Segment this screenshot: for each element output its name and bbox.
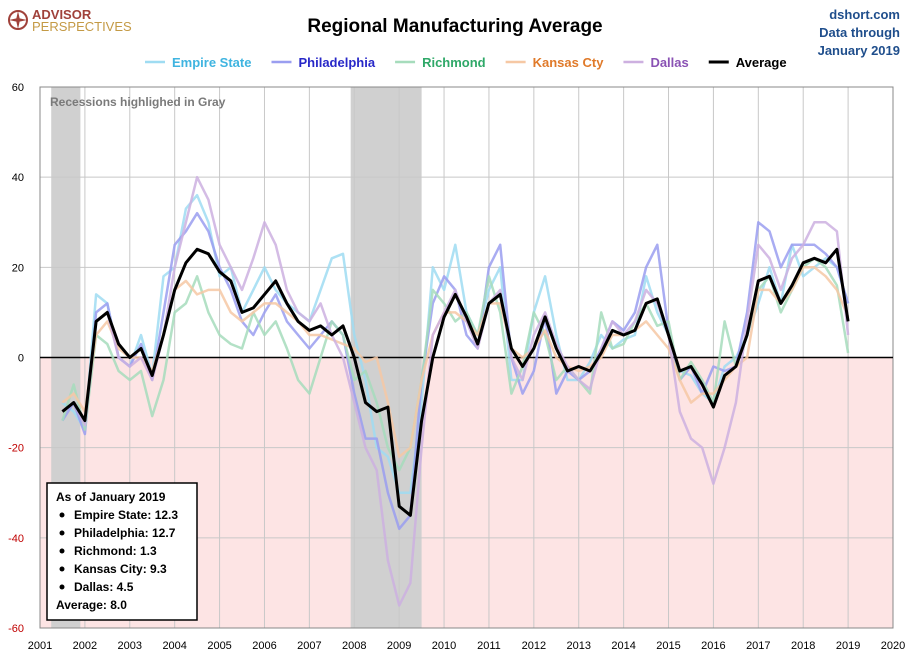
x-tick-label: 2006 — [252, 640, 276, 652]
y-tick-label: -20 — [8, 443, 24, 455]
bullet — [59, 512, 65, 518]
recession-note: Recessions highlighed in Gray — [50, 95, 226, 109]
x-tick-label: 2016 — [701, 640, 725, 652]
x-tick-label: 2003 — [118, 640, 142, 652]
source: Data through — [819, 25, 900, 40]
brand-line2: PERSPECTIVES — [32, 19, 132, 34]
x-tick-label: 2019 — [836, 640, 860, 652]
x-tick-label: 2001 — [28, 640, 52, 652]
bullet — [59, 548, 65, 554]
legend-label: Kansas Cty — [533, 55, 605, 70]
series-line — [61, 175, 850, 607]
summary-box: As of January 2019 Empire State: 12.3 Phil… — [46, 482, 198, 621]
series-line — [61, 247, 850, 517]
logo-star — [9, 11, 27, 29]
series-line — [61, 257, 850, 472]
legend-label: Average — [736, 55, 787, 70]
x-tick-label: 2009 — [387, 640, 411, 652]
y-tick-label: 60 — [12, 82, 24, 94]
x-tick-label: 2002 — [73, 640, 97, 652]
bullet — [59, 584, 65, 590]
y-tick-label: 40 — [12, 172, 24, 184]
x-tick-label: 2011 — [477, 640, 501, 652]
legend-label: Richmond — [422, 55, 486, 70]
legend-label: Empire State — [172, 55, 251, 70]
chart-title: Regional Manufacturing Average — [307, 16, 602, 37]
x-tick-label: 2005 — [207, 640, 231, 652]
x-tick-label: 2013 — [566, 640, 590, 652]
summary-average: Average: 8.0 — [56, 598, 127, 612]
source: January 2019 — [818, 43, 900, 58]
source: dshort.com — [829, 7, 900, 22]
series-line — [61, 266, 850, 458]
x-tick-label: 2012 — [522, 640, 546, 652]
legend-label: Philadelphia — [298, 55, 375, 70]
x-tick-label: 2007 — [297, 640, 321, 652]
x-tick-label: 2020 — [881, 640, 905, 652]
summary-item: Dallas: 4.5 — [74, 580, 134, 594]
summary-frame — [46, 482, 198, 621]
x-tick-label: 2014 — [611, 640, 635, 652]
x-tick-label: 2004 — [162, 640, 186, 652]
brand-line1: ADVISOR — [32, 7, 92, 22]
summary-title: As of January 2019 — [56, 490, 166, 504]
x-tick-label: 2008 — [342, 640, 366, 652]
x-tick-label: 2010 — [432, 640, 456, 652]
legend-label: Dallas — [650, 55, 688, 70]
summary-item: Empire State: 12.3 — [74, 508, 178, 522]
bullet — [59, 530, 65, 536]
y-tick-label: -60 — [8, 623, 24, 635]
summary-item: Kansas City: 9.3 — [74, 562, 167, 576]
y-tick-label: -40 — [8, 533, 24, 545]
summary-item: Philadelphia: 12.7 — [74, 526, 176, 540]
bullet — [59, 566, 65, 572]
x-tick-label: 2017 — [746, 640, 770, 652]
x-tick-label: 2015 — [656, 640, 680, 652]
y-tick-label: 20 — [12, 262, 24, 274]
summary-item: Richmond: 1.3 — [74, 544, 157, 558]
x-tick-label: 2018 — [791, 640, 815, 652]
y-tick-label: 0 — [18, 353, 24, 365]
